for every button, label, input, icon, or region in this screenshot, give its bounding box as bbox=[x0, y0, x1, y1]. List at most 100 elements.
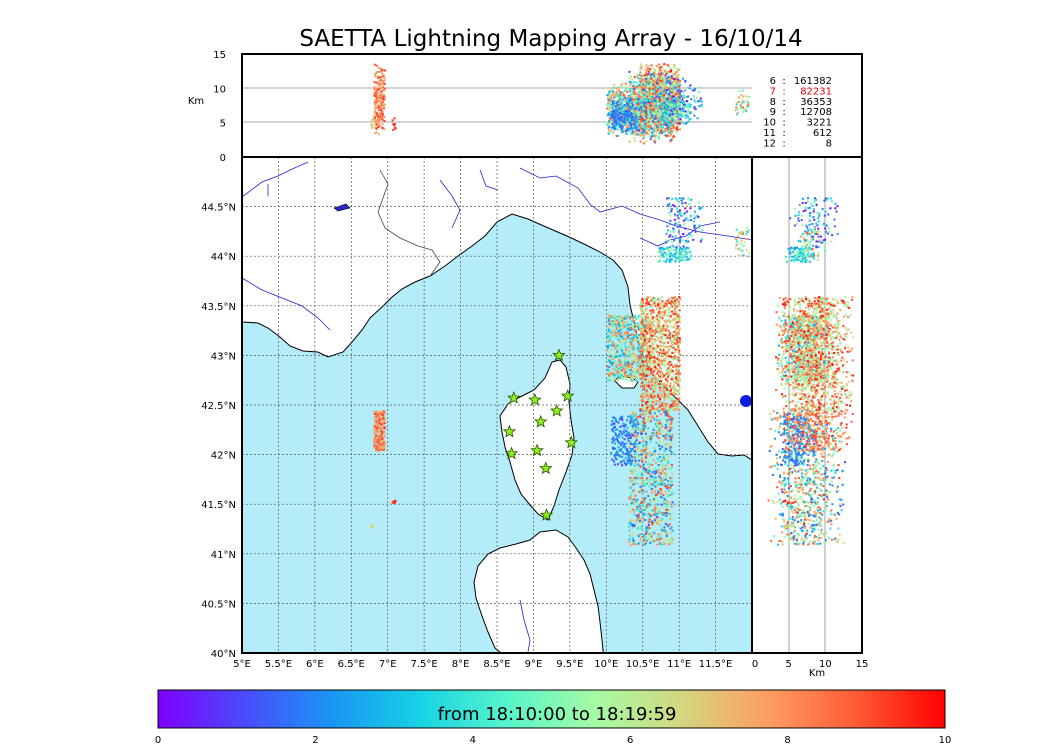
map-lightning-point bbox=[648, 395, 651, 398]
map-lightning-point bbox=[645, 443, 648, 446]
map-lightning-point bbox=[657, 383, 660, 386]
map-lightning-point bbox=[631, 536, 634, 539]
map-lightning-point bbox=[627, 325, 630, 328]
map-lightning-point bbox=[639, 348, 642, 351]
map-lightning-point bbox=[609, 355, 612, 358]
map-lightning-point bbox=[617, 375, 620, 378]
map-lightning-point bbox=[663, 364, 666, 367]
longitude-tick: 9°E bbox=[525, 659, 543, 670]
map-lightning-point bbox=[649, 309, 652, 312]
altitude-lightning-point bbox=[619, 124, 622, 127]
map-lightning-point bbox=[665, 533, 668, 536]
map-lightning-point bbox=[676, 368, 679, 371]
map-lightning-point bbox=[612, 379, 615, 382]
map-lightning-point bbox=[665, 501, 668, 504]
map-lightning-point bbox=[649, 337, 652, 340]
map-lightning-point bbox=[667, 298, 670, 301]
map-lightning-point bbox=[638, 360, 641, 363]
map-lightning-point bbox=[655, 520, 658, 523]
map-lightning-point bbox=[634, 436, 637, 439]
map-lightning-point bbox=[663, 248, 666, 251]
map-lightning-point bbox=[640, 392, 643, 395]
map-lightning-point bbox=[658, 310, 661, 313]
map-lightning-point bbox=[677, 257, 680, 260]
map-lightning-point bbox=[383, 443, 386, 446]
map-lightning-point bbox=[658, 520, 661, 523]
map-lightning-point bbox=[383, 411, 386, 414]
longitude-tick: 6°E bbox=[306, 659, 324, 670]
map-lightning-point bbox=[373, 440, 376, 443]
map-lightning-point bbox=[610, 344, 613, 347]
map-lightning-point bbox=[644, 315, 647, 318]
map-lightning-point bbox=[628, 375, 631, 378]
map-lightning-point bbox=[652, 415, 655, 418]
map-lightning-point bbox=[665, 240, 668, 243]
map-lightning-point bbox=[664, 450, 667, 453]
map-lightning-point bbox=[660, 511, 663, 514]
altitude-lightning-point bbox=[620, 121, 623, 124]
map-lightning-point bbox=[655, 348, 658, 351]
map-lightning-point bbox=[649, 538, 652, 541]
map-lightning-point bbox=[615, 453, 618, 456]
map-panel: 5°E 5.5°E 6°E 6.5°E 7°E 7.5°E 8°E 8.5°E 9°E 9.5°E… bbox=[201, 156, 753, 670]
map-lightning-point bbox=[621, 369, 624, 372]
map-lightning-point bbox=[375, 412, 378, 415]
map-lightning-point bbox=[738, 247, 741, 250]
map-lightning-point bbox=[638, 428, 641, 431]
map-lightning-point bbox=[671, 312, 674, 315]
map-lightning-point bbox=[669, 234, 672, 237]
map-lightning-point bbox=[606, 316, 609, 319]
map-lightning-point bbox=[638, 442, 641, 445]
map-lightning-point bbox=[615, 437, 618, 440]
map-lightning-point bbox=[644, 372, 647, 375]
map-lightning-point bbox=[610, 359, 613, 362]
map-lightning-point bbox=[646, 324, 649, 327]
map-lightning-point bbox=[640, 362, 643, 365]
map-lightning-point bbox=[617, 323, 620, 326]
map-lightning-point bbox=[676, 343, 679, 346]
map-lightning-point bbox=[631, 434, 634, 437]
map-lightning-point bbox=[622, 422, 625, 425]
map-lightning-point bbox=[641, 358, 644, 361]
map-lightning-point bbox=[619, 425, 622, 428]
map-lightning-point bbox=[609, 371, 612, 374]
map-lightning-point bbox=[659, 371, 662, 374]
map-lightning-point bbox=[662, 430, 665, 433]
altitude-lightning-point bbox=[649, 121, 652, 124]
station-star bbox=[564, 435, 579, 449]
map-lightning-point bbox=[669, 494, 672, 497]
altitude-lightning-point bbox=[632, 132, 635, 135]
map-lightning-point bbox=[645, 527, 648, 530]
map-lightning-point bbox=[640, 363, 643, 366]
map-lightning-point bbox=[627, 345, 630, 348]
longitude-tick: 5°E bbox=[233, 659, 251, 670]
map-lightning-point bbox=[642, 329, 645, 332]
map-lightning-point bbox=[644, 319, 647, 322]
map-lightning-point bbox=[639, 314, 642, 317]
map-lightning-point bbox=[645, 471, 648, 474]
altitude-lightning-point bbox=[616, 90, 619, 93]
map-lightning-point bbox=[657, 436, 660, 439]
map-lightning-point bbox=[689, 250, 692, 253]
map-lightning-point bbox=[627, 323, 630, 326]
map-lightning-point bbox=[679, 211, 682, 214]
map-lightning-point bbox=[678, 327, 681, 330]
map-lightning-point bbox=[610, 374, 613, 377]
map-lightning-point bbox=[671, 399, 674, 402]
map-lightning-point bbox=[669, 345, 672, 348]
map-lightning-point bbox=[678, 247, 681, 250]
map-lightning-point bbox=[378, 422, 381, 425]
map-lightning-point bbox=[678, 260, 681, 263]
map-lightning-point bbox=[670, 210, 673, 213]
map-lightning-point bbox=[658, 260, 661, 263]
map-lightning-point bbox=[660, 350, 663, 353]
map-lightning-point bbox=[623, 438, 626, 441]
map-lightning-point bbox=[673, 246, 676, 249]
map-lightning-point bbox=[608, 375, 611, 378]
map-lightning-point bbox=[697, 216, 700, 219]
map-lightning-point bbox=[656, 423, 659, 426]
map-lightning-point bbox=[661, 310, 664, 313]
map-lightning-point bbox=[615, 328, 618, 331]
station-star bbox=[560, 389, 575, 402]
map-lightning-point bbox=[646, 298, 649, 301]
